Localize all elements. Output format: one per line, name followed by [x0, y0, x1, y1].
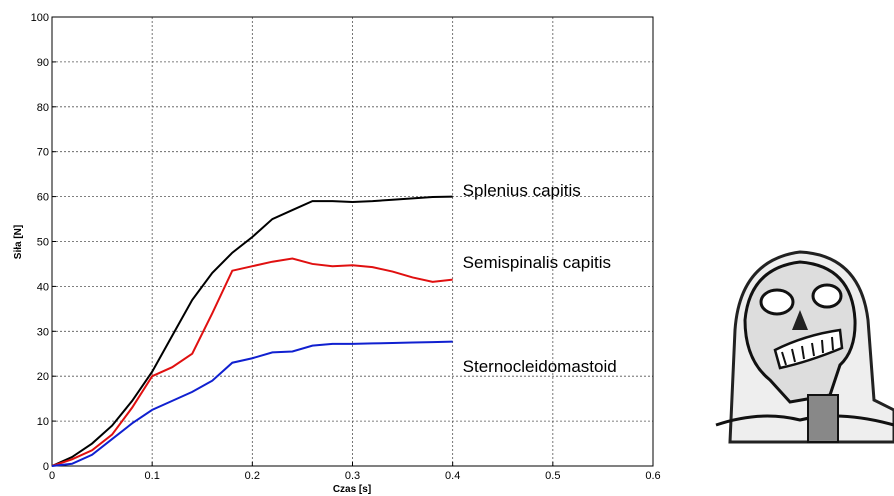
- x-tick-label: 0.6: [645, 470, 660, 482]
- y-tick-label: 100: [31, 12, 49, 24]
- x-tick-label: 0.2: [245, 470, 260, 482]
- skull-illustration: [715, 242, 894, 444]
- series-line: [51, 340, 453, 467]
- y-tick-label: 50: [37, 237, 49, 249]
- y-tick-label: 10: [37, 416, 49, 428]
- y-tick-label: 0: [43, 461, 49, 473]
- y-tick-label: 80: [37, 102, 49, 114]
- y-axis-label: Siła [N]: [13, 225, 24, 259]
- y-tick-label: 60: [37, 192, 49, 204]
- series-label: Splenius capitis: [463, 181, 581, 200]
- x-tick-label: 0.3: [345, 470, 360, 482]
- series-line: [51, 257, 453, 467]
- y-tick-label: 70: [37, 147, 49, 159]
- series-label: Sternocleidomastoid: [463, 357, 617, 376]
- series-line: [51, 195, 453, 467]
- x-tick-label: 0: [49, 470, 55, 482]
- x-tick-label: 0.1: [145, 470, 160, 482]
- series-label: Semispinalis capitis: [463, 253, 611, 272]
- x-tick-label: 0.5: [545, 470, 560, 482]
- y-tick-label: 40: [37, 281, 49, 293]
- y-tick-label: 30: [37, 326, 49, 338]
- y-tick-label: 20: [37, 371, 49, 383]
- x-axis-label: Czas [s]: [333, 484, 371, 495]
- plot-frame: [51, 16, 654, 467]
- y-tick-label: 90: [37, 57, 49, 69]
- x-tick-label: 0.4: [445, 470, 460, 482]
